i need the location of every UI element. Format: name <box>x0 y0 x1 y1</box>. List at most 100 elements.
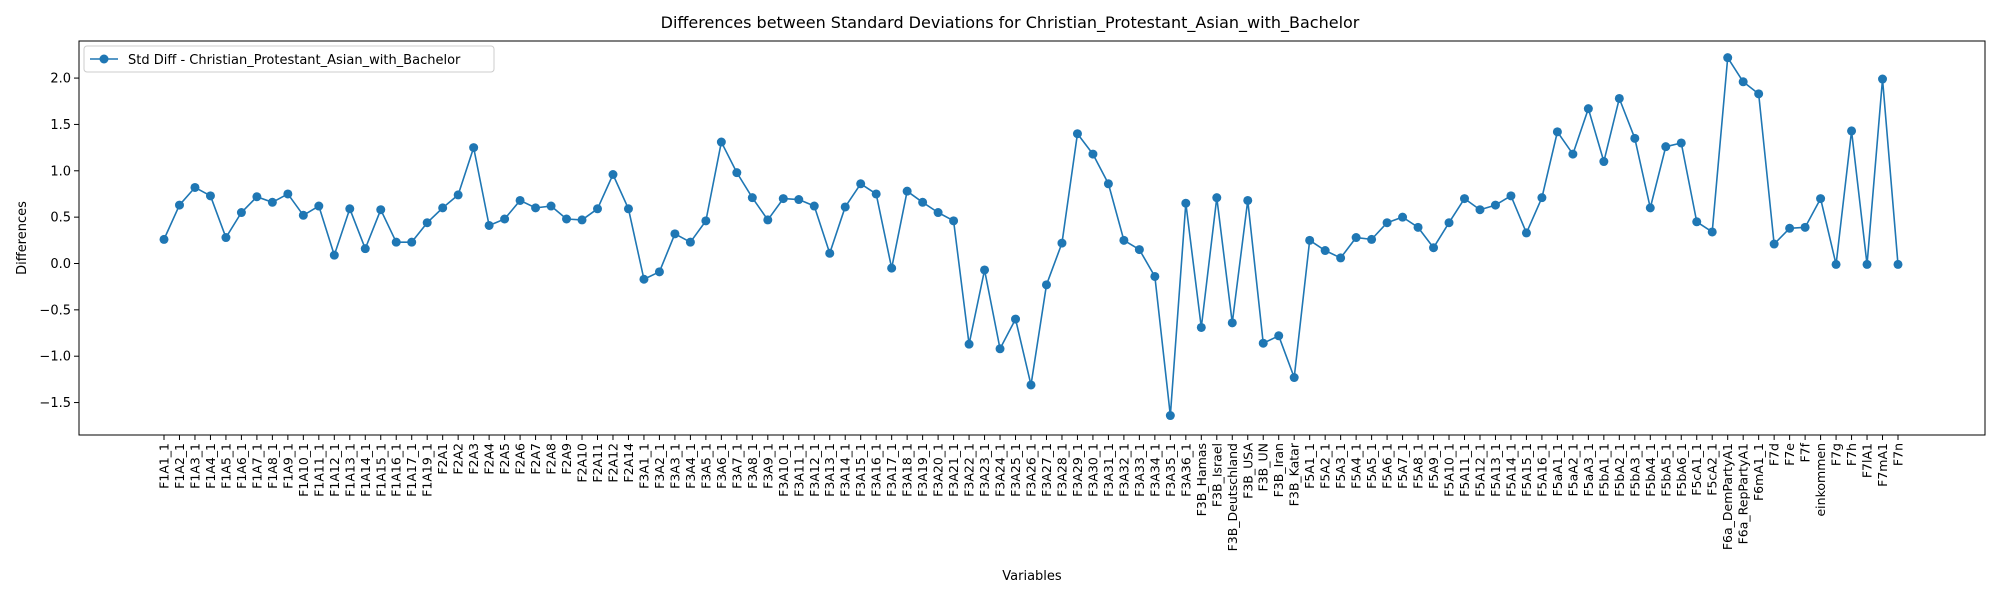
y-tick-label: 2.0 <box>50 72 71 87</box>
data-point <box>1351 233 1361 243</box>
data-point <box>221 233 231 243</box>
y-tick-label: 1.0 <box>50 164 71 179</box>
x-tick-label: F7h <box>1844 443 1859 466</box>
data-point <box>1800 222 1810 232</box>
data-point <box>1847 126 1857 136</box>
x-tick-label: F5A14_1 <box>1503 443 1518 497</box>
x-tick-label: F3B_Hamas <box>1194 443 1209 516</box>
x-tick-label: F3A32_1 <box>1116 443 1131 497</box>
data-point <box>871 189 881 199</box>
data-point <box>1583 104 1593 114</box>
data-point <box>1057 238 1067 248</box>
data-point <box>1723 53 1733 63</box>
data-point <box>1831 259 1841 269</box>
data-point <box>1816 194 1826 204</box>
data-point <box>1320 246 1330 256</box>
data-point <box>701 216 711 226</box>
data-point <box>531 203 541 213</box>
plot-frame <box>78 40 1986 436</box>
x-tick-label: F2A7 <box>528 443 543 475</box>
x-tick-label: F7n <box>1891 443 1906 466</box>
data-point <box>732 168 742 178</box>
x-tick-label: F7d <box>1767 443 1782 466</box>
data-point <box>1150 271 1160 281</box>
data-point <box>314 201 324 211</box>
x-tick-label: F3A17_1 <box>884 443 899 497</box>
data-point <box>763 215 773 225</box>
x-tick-label: F1A10_1 <box>296 443 311 497</box>
data-point <box>1460 194 1469 204</box>
x-tick-label: F3A6_1 <box>714 443 729 489</box>
data-point <box>856 179 866 189</box>
x-tick-label: F3A16_1 <box>869 443 884 497</box>
legend-label: Std Diff - Christian_Protestant_Asian_wi… <box>128 53 461 68</box>
x-tick-label: F5cA1_1 <box>1689 443 1704 496</box>
data-point <box>623 204 633 214</box>
x-tick-label: F3A29_1 <box>1070 443 1085 497</box>
data-point <box>1506 191 1516 201</box>
x-tick-label: F7e <box>1782 443 1797 466</box>
data-point <box>1243 195 1253 205</box>
data-point <box>1103 179 1113 189</box>
data-point <box>1088 149 1098 159</box>
data-point <box>1181 198 1191 208</box>
data-point <box>515 195 525 205</box>
data-point <box>1878 74 1888 84</box>
data-point <box>360 244 370 254</box>
x-tick-label: F7lA1 <box>1860 443 1875 478</box>
data-point <box>562 214 572 224</box>
x-tick-label: F3A20_1 <box>931 443 946 497</box>
data-point <box>252 192 262 202</box>
x-tick-label: F3A30_1 <box>1085 443 1100 497</box>
x-tick-label: F3A22_1 <box>962 443 977 497</box>
x-tick-label: F1A6_1 <box>234 443 249 489</box>
x-tick-label: F5A16_1 <box>1534 443 1549 497</box>
x-tick-label: F5A8_1 <box>1411 443 1426 489</box>
x-tick-label: F5bA3_1 <box>1627 443 1642 497</box>
data-point <box>422 218 432 228</box>
x-tick-label: F5cA2_1 <box>1705 443 1720 496</box>
data-point <box>608 169 618 179</box>
x-tick-label: F6mA1_1 <box>1751 443 1766 501</box>
data-point <box>778 194 788 204</box>
data-point <box>1336 253 1346 263</box>
x-tick-label: F3A21_1 <box>946 443 961 497</box>
data-point <box>1134 245 1144 255</box>
x-tick-label: F3A11_1 <box>791 443 806 497</box>
y-tick-label: −0.5 <box>39 303 71 318</box>
data-point <box>236 208 246 218</box>
data-point <box>1707 227 1717 237</box>
x-tick-label: F1A1_1 <box>157 443 172 489</box>
y-tick-label: 0.0 <box>50 257 71 272</box>
x-tick-label: F5aA3_1 <box>1581 443 1596 497</box>
data-point <box>1274 331 1284 341</box>
x-tick-label: F2A5 <box>497 443 512 475</box>
data-point <box>453 190 463 200</box>
y-tick-label: 0.5 <box>50 211 71 226</box>
x-tick-label: F5aA2_1 <box>1565 443 1580 497</box>
data-point <box>205 191 215 201</box>
data-point <box>1769 239 1779 249</box>
data-point <box>376 205 386 215</box>
x-tick-label: F1A14_1 <box>358 443 373 497</box>
data-point <box>546 201 556 211</box>
x-tick-label: F5A4_1 <box>1349 443 1364 489</box>
x-tick-label: F2A12 <box>605 443 620 483</box>
x-tick-label: F5A3_1 <box>1333 443 1348 489</box>
data-point <box>1444 218 1454 228</box>
data-point <box>1537 193 1547 203</box>
data-point <box>980 265 990 275</box>
x-tick-label: F3A12_1 <box>807 443 822 497</box>
legend-box <box>83 45 495 73</box>
legend: Std Diff - Christian_Protestant_Asian_wi… <box>83 45 495 73</box>
x-tick-label: F3A4_1 <box>683 443 698 489</box>
data-point <box>438 203 448 213</box>
x-tick-label: F1A16_1 <box>389 443 404 497</box>
x-tick-label: F5A10_1 <box>1442 443 1457 497</box>
x-tick-label: F5bA4_1 <box>1643 443 1658 497</box>
x-tick-label: F5A7_1 <box>1395 443 1410 489</box>
legend-point-marker <box>99 54 109 64</box>
data-point <box>1072 129 1082 139</box>
x-tick-label: F1A11_1 <box>311 443 326 497</box>
